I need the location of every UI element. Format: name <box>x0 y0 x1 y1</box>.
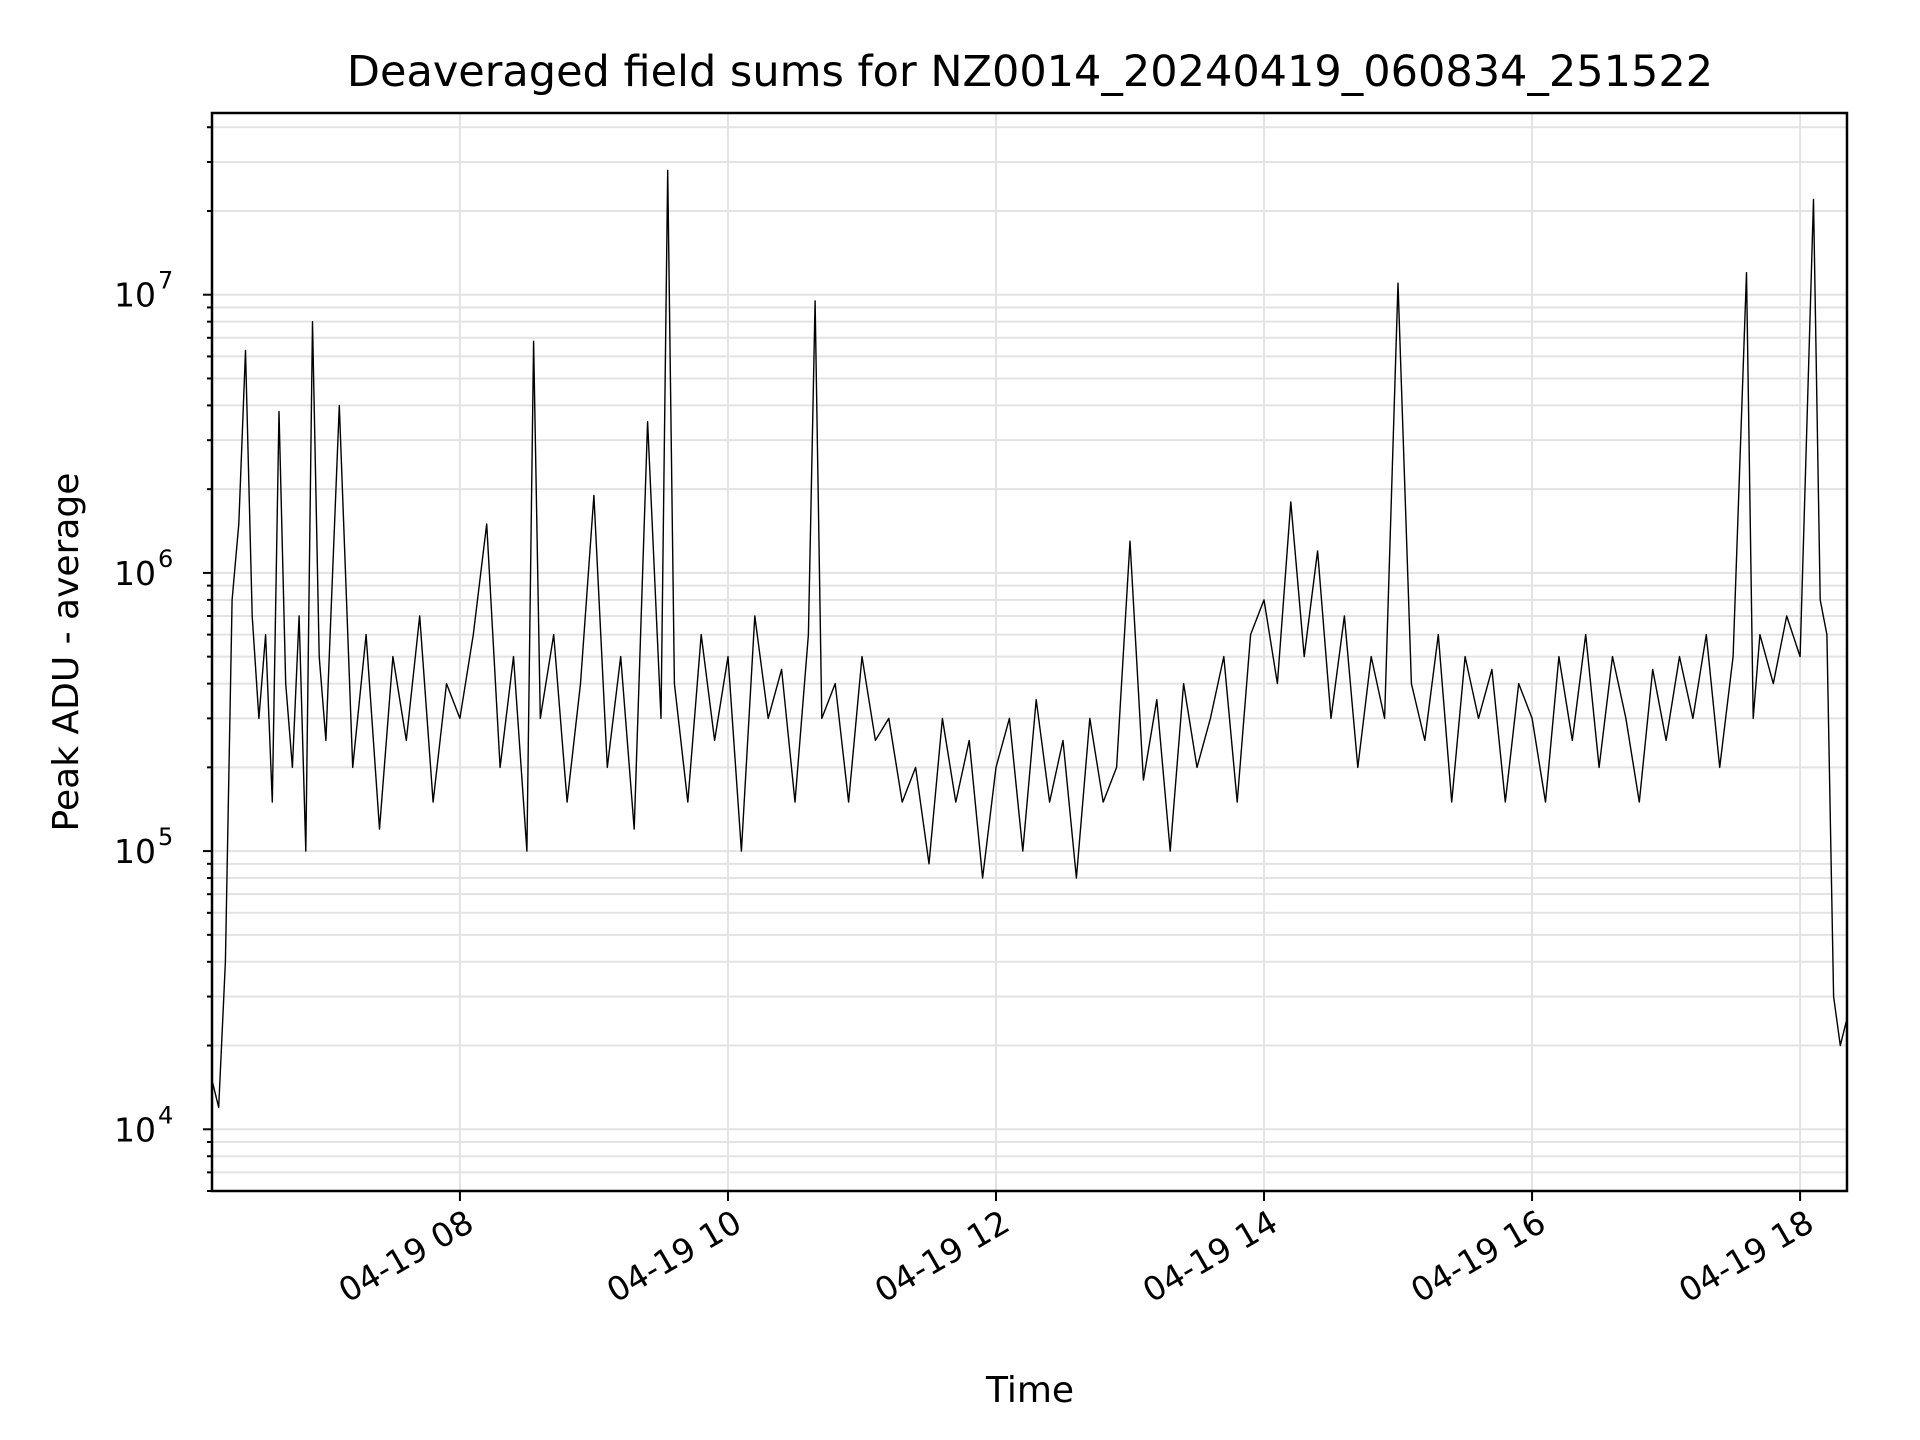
x-tick-label: 04-19 08 <box>332 1202 480 1310</box>
series-layer <box>211 169 1848 1109</box>
y-axis-label: Peak ADU - average <box>46 473 87 832</box>
y-tick-label: 10 <box>114 276 156 315</box>
series-line <box>211 169 1848 1109</box>
y-tick-label: 10 <box>114 832 156 871</box>
grid <box>212 113 1847 1192</box>
chart-title: Deaveraged field sums for NZ0014_2024041… <box>347 47 1713 97</box>
x-tick-label: 04-19 16 <box>1404 1202 1552 1310</box>
x-tick-label: 04-19 10 <box>600 1202 748 1310</box>
y-tick-exponent: 4 <box>158 1101 173 1129</box>
y-tick-exponent: 7 <box>158 267 173 295</box>
y-tick-label: 10 <box>114 554 156 593</box>
y-tick-exponent: 5 <box>158 823 173 851</box>
plot-frame <box>210 111 1849 1193</box>
x-tick-label: 04-19 14 <box>1136 1202 1284 1310</box>
x-axis-label: Time <box>985 1370 1074 1411</box>
x-tick-label: 04-19 12 <box>868 1202 1016 1310</box>
x-tick-label: 04-19 18 <box>1672 1202 1820 1310</box>
y-tick-exponent: 6 <box>158 545 173 573</box>
y-tick-label: 10 <box>114 1110 156 1149</box>
x-axis: 04-19 08 04-19 10 04-19 12 04-19 14 04-19 16… <box>332 1191 1820 1310</box>
